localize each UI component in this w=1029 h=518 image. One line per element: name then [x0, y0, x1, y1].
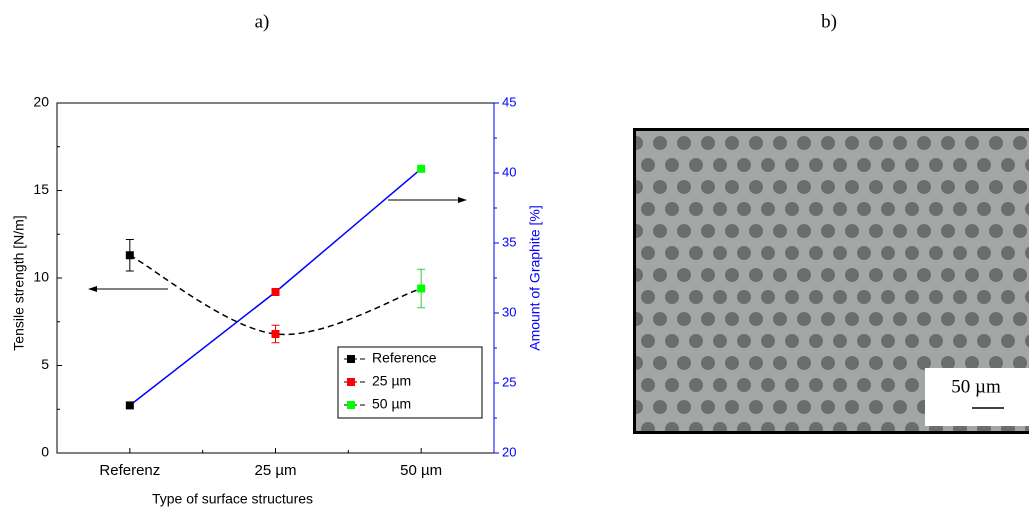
- scale-label: 50 µm: [951, 376, 1001, 397]
- legend-label: 25 µm: [372, 373, 411, 389]
- arrow-head: [458, 197, 467, 203]
- point: [272, 288, 280, 296]
- y2-tick-label: 30: [502, 304, 516, 319]
- legend-marker: [347, 378, 355, 386]
- y-tick-label: 15: [33, 181, 49, 197]
- y2-tick-label: 25: [502, 374, 516, 389]
- legend-marker: [347, 355, 355, 363]
- legend-label: 50 µm: [372, 396, 411, 412]
- y2-tick-label: 35: [502, 234, 516, 249]
- y2-axis-title: Amount of Graphite [%]: [527, 205, 543, 351]
- x-tick-label: 25 µm: [255, 462, 297, 479]
- y-tick-label: 10: [33, 269, 49, 285]
- arrow-head: [88, 286, 97, 292]
- point: [126, 251, 134, 259]
- point: [417, 285, 425, 293]
- legend-marker: [347, 401, 355, 409]
- legend-label: Reference: [372, 350, 437, 366]
- y-tick-label: 0: [41, 444, 49, 460]
- point: [417, 165, 425, 173]
- point: [126, 401, 134, 409]
- x-tick-label: 50 µm: [400, 462, 442, 479]
- y2-tick-label: 40: [502, 164, 516, 179]
- x-tick-label: Referenz: [99, 462, 160, 479]
- point: [272, 330, 280, 338]
- y2-tick-label: 45: [502, 94, 516, 109]
- y-tick-label: 20: [33, 94, 49, 110]
- panel-label: a): [255, 11, 270, 32]
- y-tick-label: 5: [41, 356, 49, 372]
- y-axis-title: Tensile strength [N/m]: [11, 215, 27, 350]
- x-axis-title: Type of surface structures: [152, 491, 313, 507]
- y2-tick-label: 20: [502, 444, 516, 459]
- panel-label: b): [821, 11, 837, 32]
